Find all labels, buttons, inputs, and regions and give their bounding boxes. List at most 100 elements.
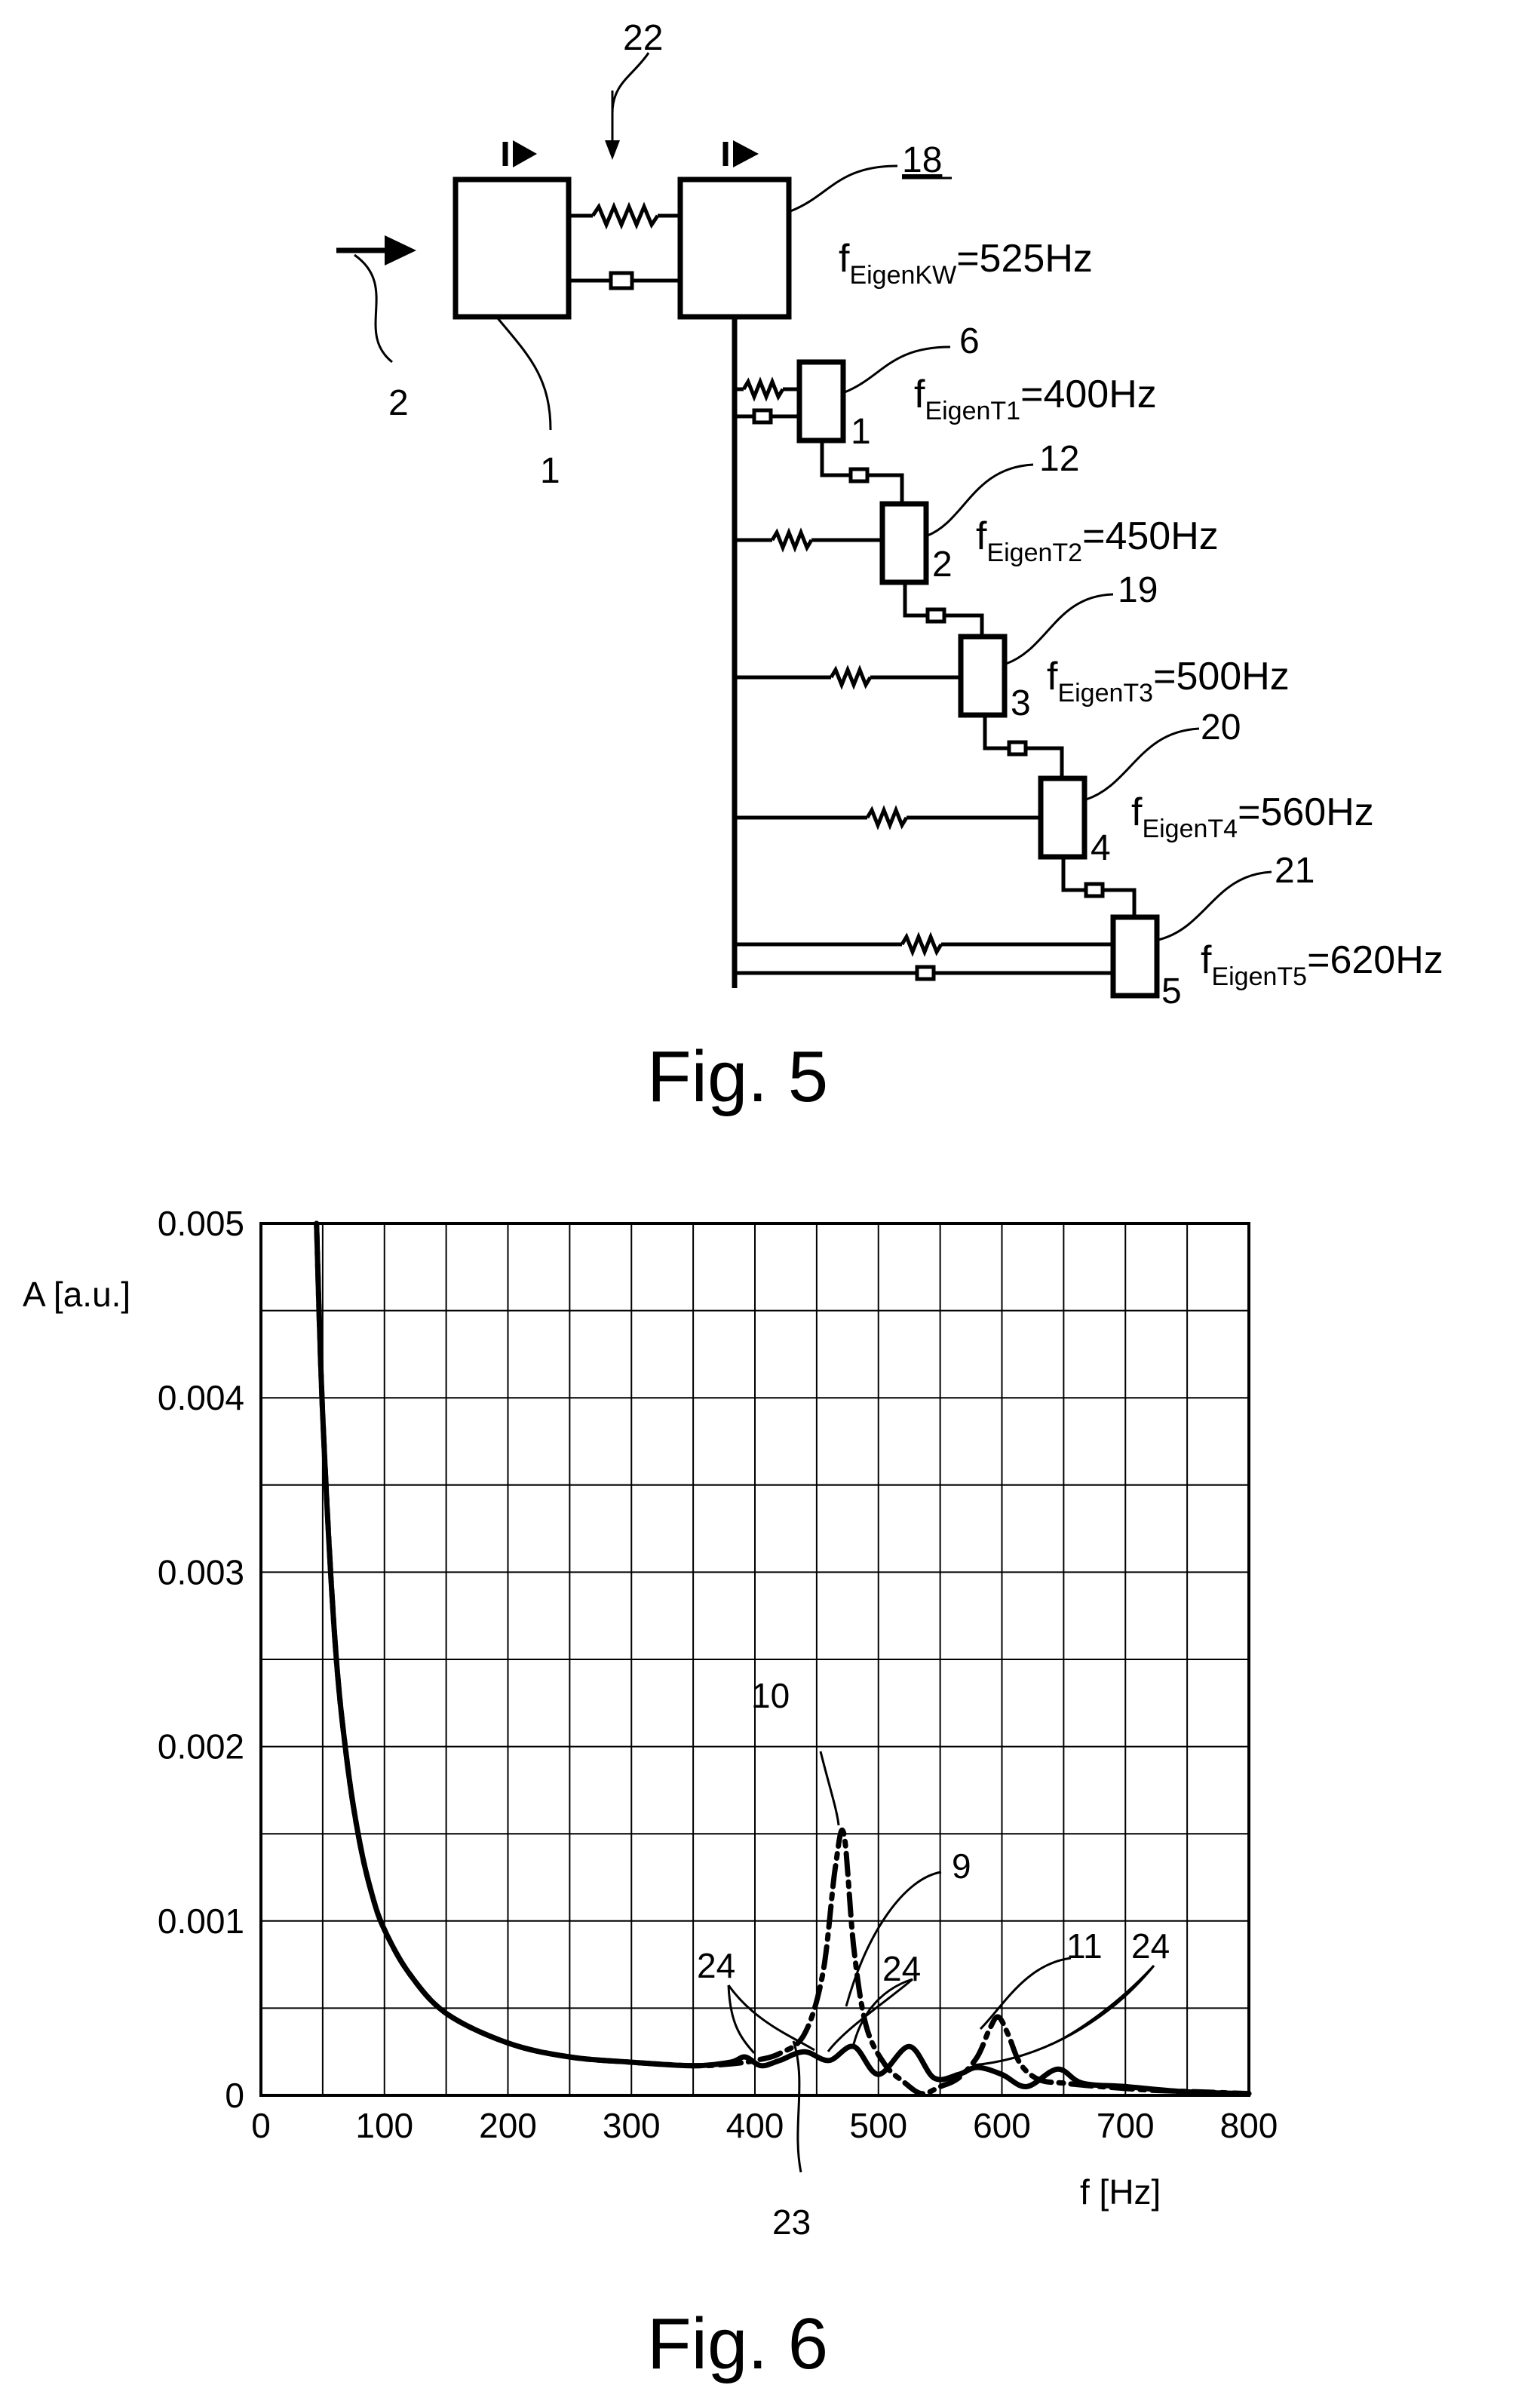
- freq-label-kw: fEigenKW=525Hz: [839, 237, 1093, 290]
- y-tick-labels: 0 0.001 0.002 0.003 0.004 0.005: [158, 1204, 244, 2115]
- leader-line-18: [790, 164, 898, 213]
- mass-block-1: [452, 176, 572, 320]
- x-tick-label: 200: [479, 2106, 537, 2145]
- leader-line-1: [496, 318, 552, 431]
- t1-damper: [735, 408, 799, 425]
- y-tick-label: 0.004: [158, 1378, 244, 1417]
- leader-9: [845, 1871, 942, 2007]
- freq-label-t5: fEigenT5=620Hz: [1201, 938, 1443, 991]
- fig6-caption: Fig. 6: [647, 2304, 828, 2384]
- coupling-arrowhead: [605, 140, 620, 160]
- ground-symbol-right: [722, 140, 759, 167]
- leader-24a2: [727, 1984, 815, 2052]
- y-tick-label: 0.003: [158, 1552, 244, 1591]
- plot-frame: [259, 1222, 1250, 2097]
- chart-annotations: 10 9 24 24 23 11 24: [697, 1676, 1170, 2242]
- box-number-1: 1: [851, 412, 871, 452]
- x-tick-label: 800: [1220, 2106, 1278, 2145]
- annotation-11: 11: [1066, 1926, 1103, 1966]
- ref-label-22: 22: [623, 18, 663, 58]
- y-tick-label: 0.005: [158, 1204, 244, 1243]
- mass-block-18: [677, 176, 792, 320]
- leader-line-20: [1085, 727, 1200, 801]
- freq-label-t4: fEigenT4=560Hz: [1131, 790, 1374, 843]
- fig5-schematic: 2 1 22 18: [336, 18, 1443, 1117]
- x-tick-label: 100: [355, 2106, 413, 2145]
- annotation-24c: 24: [1131, 1926, 1170, 1966]
- x-tick-label: 300: [603, 2106, 661, 2145]
- box-number-4: 4: [1091, 828, 1111, 868]
- leader-line-2: [354, 253, 393, 364]
- annotation-23: 23: [772, 2202, 811, 2242]
- absorber-block-2: [879, 501, 929, 585]
- series-dashdot-line: [314, 1220, 1252, 2097]
- input-arrow: [336, 235, 416, 266]
- leader-24b: [852, 1978, 913, 2045]
- leader-line-19: [1005, 593, 1114, 665]
- ref-label-20: 20: [1201, 707, 1241, 747]
- y-tick-label: 0.001: [158, 1901, 244, 1941]
- x-tick-label: 0: [251, 2106, 271, 2145]
- t3-spring: [735, 665, 961, 690]
- ref-label-21: 21: [1275, 851, 1315, 891]
- ref-label-19: 19: [1118, 570, 1158, 610]
- leader-line-12: [927, 463, 1034, 537]
- t2-spring: [735, 527, 882, 553]
- link-t1-t2: [820, 440, 904, 505]
- annotation-9: 9: [952, 1846, 971, 1886]
- leader-23: [792, 2040, 802, 2173]
- leader-11: [979, 1957, 1072, 2030]
- annotation-10: 10: [751, 1676, 790, 1715]
- x-tick-label: 700: [1097, 2106, 1155, 2145]
- series-solid-line: [314, 1220, 1252, 2097]
- leader-24a: [727, 1984, 756, 2055]
- t5-damper: [735, 965, 1113, 981]
- link-t4-t5: [1061, 857, 1137, 919]
- annotation-24b: 24: [882, 1949, 921, 1988]
- freq-label-t3: fEigenT3=500Hz: [1047, 655, 1290, 707]
- link-t2-t3: [903, 582, 984, 638]
- absorber-block-5: [1110, 914, 1160, 999]
- x-tick-label: 500: [849, 2106, 907, 2145]
- leader-line-21: [1158, 870, 1272, 941]
- x-tick-labels: 0 100 200 300 400 500 600 700 800: [251, 2106, 1278, 2145]
- coupling-arrow-curve: [611, 52, 650, 114]
- freq-label-t1: fEigenT1=400Hz: [914, 373, 1157, 425]
- ref-label-18: 18: [902, 140, 942, 180]
- y-axis-label: A [a.u.]: [23, 1275, 130, 1314]
- x-tick-label: 600: [973, 2106, 1031, 2145]
- ref-label-1: 1: [540, 451, 560, 491]
- leader-24c2: [972, 1965, 1155, 2067]
- link-t3-t4: [983, 715, 1064, 780]
- ref-label-6: 6: [959, 321, 980, 361]
- leader-10: [819, 1751, 840, 1826]
- t5-spring: [735, 932, 1113, 957]
- y-tick-label: 0.002: [158, 1727, 244, 1766]
- fig6-chart: 0 100 200 300 400 500 600 700 800 0 0.001 0.002 0.0…: [23, 1204, 1278, 2384]
- annotation-24a: 24: [697, 1946, 735, 1985]
- t1-spring: [735, 376, 799, 402]
- freq-label-t2: fEigenT2=450Hz: [976, 514, 1219, 567]
- ref-label-12: 12: [1039, 439, 1079, 479]
- y-tick-label: 0: [225, 2076, 244, 2115]
- absorber-block-1: [796, 359, 846, 444]
- leader-24b2: [827, 1978, 913, 2052]
- t4-spring: [735, 805, 1041, 830]
- coupling-spring: [569, 201, 680, 230]
- x-axis-label: f [Hz]: [1080, 2172, 1161, 2212]
- fig5-caption: Fig. 5: [647, 1036, 828, 1117]
- chart-grid: [261, 1223, 1249, 2095]
- box-number-3: 3: [1011, 683, 1031, 723]
- leader-line-6: [844, 345, 951, 394]
- ground-symbol-left: [502, 140, 537, 167]
- x-tick-label: 400: [726, 2106, 784, 2145]
- absorber-block-4: [1038, 775, 1088, 860]
- chart-series: [314, 1220, 1252, 2097]
- ref-label-2: 2: [388, 383, 409, 423]
- box-number-5: 5: [1161, 971, 1182, 1011]
- box-number-2: 2: [932, 545, 953, 585]
- absorber-block-3: [958, 634, 1008, 718]
- coupling-damper: [569, 271, 680, 290]
